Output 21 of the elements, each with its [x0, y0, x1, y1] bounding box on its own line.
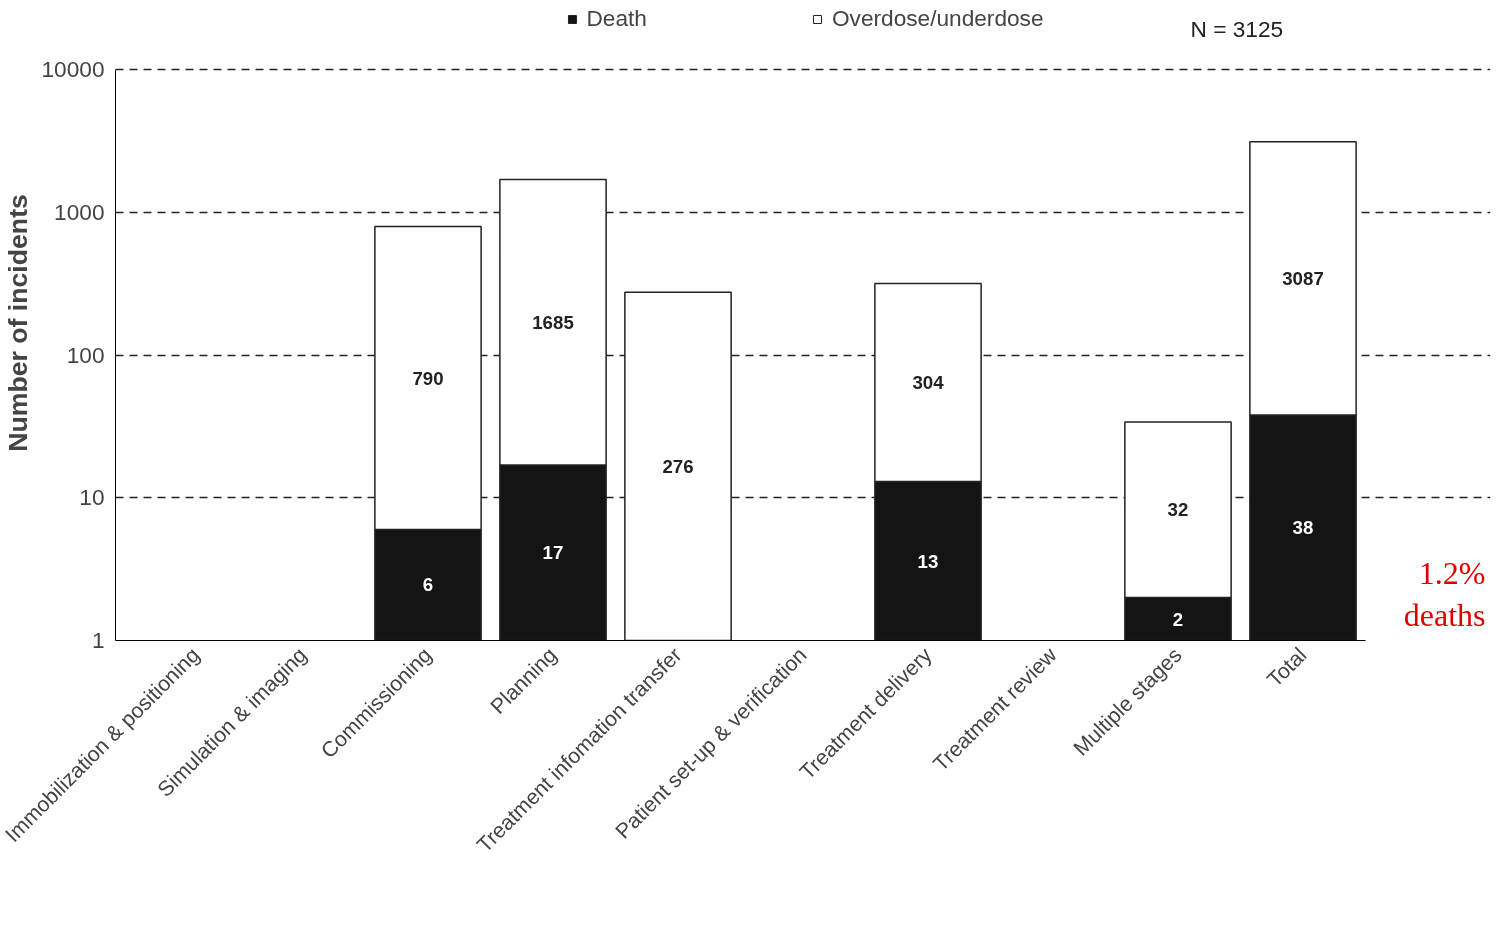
text: N = 3125 [1190, 15, 1284, 42]
data-label: 38 [1292, 517, 1314, 539]
y-axis-title: Number of incidents [3, 194, 34, 452]
data-label: 276 [662, 455, 694, 477]
data-label: 6 [422, 574, 434, 596]
data-label: 1685 [532, 311, 574, 333]
data-label: 32 [1167, 499, 1189, 521]
y-tick-label: 10 [79, 484, 105, 511]
legend-label: Death [586, 5, 647, 32]
y-tick-label: 100 [66, 341, 105, 368]
y-tick-label: 10000 [41, 56, 105, 83]
data-label: 790 [412, 367, 444, 389]
y-tick-label: 1000 [54, 198, 105, 225]
y-tick-label: 1 [91, 627, 105, 653]
data-label: 304 [912, 372, 945, 394]
text: 1.2% deaths [1403, 554, 1486, 633]
data-label: 13 [917, 550, 939, 572]
data-label: 17 [542, 542, 564, 564]
data-label: 3087 [1282, 267, 1324, 289]
data-label: 2 [1172, 608, 1184, 630]
legend-label: Overdose/underdose [831, 5, 1044, 32]
